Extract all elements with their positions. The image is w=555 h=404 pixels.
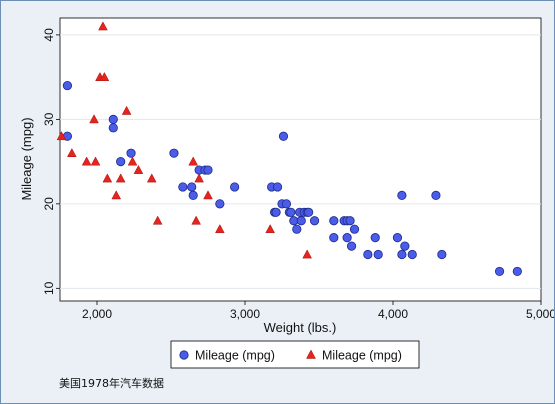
circle-point (512, 266, 522, 277)
circle-point (187, 182, 197, 192)
legend-circle-marker (179, 350, 189, 360)
triangle-point (98, 21, 108, 31)
triangle-point (102, 173, 113, 183)
circle-point (494, 266, 505, 277)
y-tick-label: 40 (42, 28, 56, 42)
triangle-point (302, 249, 312, 259)
circle-point (230, 182, 240, 192)
circle-point (292, 224, 302, 234)
circle-point (397, 249, 407, 260)
circle-point (370, 233, 380, 243)
circle-point (304, 207, 314, 217)
circle-point (400, 241, 410, 251)
circle-point (349, 224, 360, 234)
axes: 10 20 30 40 2,000 3,000 4,000 5,000 (42, 28, 554, 321)
circle-point (407, 249, 417, 260)
triangle-point (115, 173, 126, 183)
circle-point (392, 233, 403, 243)
circle-point (346, 241, 357, 251)
circle-point (215, 199, 225, 209)
circle-point (329, 216, 339, 226)
triangle-point (127, 156, 138, 166)
y-axis-title: Mileage (mpg) (19, 117, 34, 200)
circle-point (108, 123, 118, 133)
x-tick-label: 5,000 (526, 307, 554, 321)
circle-point (309, 216, 320, 226)
circle-point (178, 182, 188, 192)
circle-point (397, 190, 407, 201)
data-points (56, 21, 522, 277)
circle-point (203, 165, 213, 175)
legend-triangle-marker (306, 349, 316, 359)
triangle-point (133, 164, 144, 174)
circle-point (188, 190, 198, 201)
circle-point (62, 80, 73, 91)
circle-point (126, 148, 136, 158)
grid-lines (60, 34, 541, 289)
y-tick-label: 20 (42, 197, 56, 211)
triangle-point (265, 224, 275, 234)
circle-point (437, 249, 447, 260)
circle-point (329, 233, 339, 243)
triangle-point (81, 156, 92, 166)
triangle-point (215, 224, 225, 234)
legend-label-1: Mileage (mpg) (195, 349, 275, 363)
circle-point (272, 182, 283, 192)
triangle-point (188, 156, 199, 166)
y-tick-label: 10 (42, 281, 56, 295)
circle-point (296, 216, 306, 226)
chart-caption: 美国1978年汽车数据 (59, 377, 164, 390)
legend: Mileage (mpg) Mileage (mpg) (170, 340, 420, 369)
triangle-point (99, 72, 110, 81)
circle-point (345, 216, 355, 226)
circle-point (431, 190, 441, 201)
circle-point (342, 233, 352, 243)
x-tick-label: 3,000 (230, 307, 260, 321)
triangle-point (89, 114, 99, 124)
legend-box (170, 340, 420, 369)
triangle-point (67, 148, 77, 158)
triangle-point (194, 173, 204, 183)
triangle-point (146, 173, 157, 183)
circle-point (286, 207, 296, 217)
circle-point (278, 131, 289, 141)
circle-point (271, 207, 281, 217)
circle-point (108, 114, 118, 124)
legend-label-2: Mileage (mpg) (322, 349, 402, 363)
circle-point (169, 148, 179, 158)
y-tick-label: 30 (42, 112, 56, 126)
triangle-point (121, 105, 132, 115)
plot-area (59, 17, 542, 302)
x-tick-label: 4,000 (378, 307, 408, 321)
circle-point (373, 249, 383, 260)
x-axis-title: Weight (lbs.) (264, 320, 337, 335)
triangle-point (191, 215, 201, 225)
triangle-point (56, 131, 67, 141)
circle-point (116, 157, 126, 167)
triangle-point (203, 190, 213, 200)
triangle-point (90, 156, 101, 166)
circle-point (363, 249, 373, 260)
triangle-point (152, 215, 163, 225)
triangle-point (111, 190, 122, 200)
x-tick-label: 2,000 (82, 307, 112, 321)
circle-point (281, 199, 292, 209)
